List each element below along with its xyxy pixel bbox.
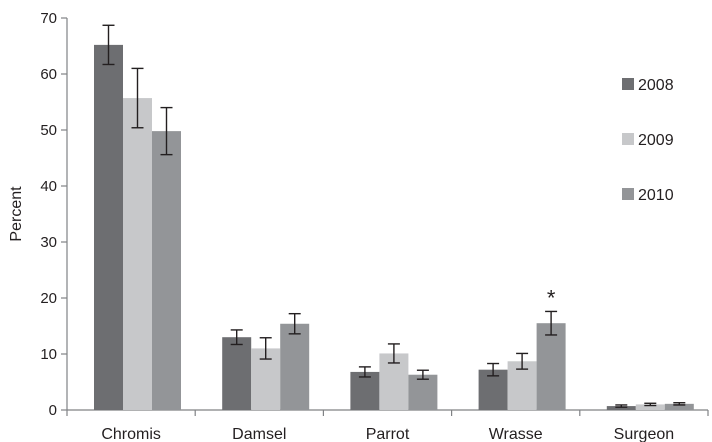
legend-label-2009: 2009 [638, 132, 674, 149]
legend-swatch-2008 [622, 78, 634, 90]
significance-star: * [547, 285, 556, 310]
y-tick-label: 70 [40, 10, 57, 27]
y-tick-label: 30 [40, 234, 57, 251]
y-tick-label: 50 [40, 122, 57, 139]
y-axis: 0 10 20 30 40 50 60 70 [40, 10, 68, 419]
x-axis: Chromis Damsel Parrot Wrasse Surgeon [66, 409, 709, 442]
bar-2010-damsel [280, 323, 310, 410]
x-tick-label: Surgeon [614, 426, 675, 442]
legend-swatch-2009 [622, 133, 634, 145]
y-tick-label: 40 [40, 178, 57, 195]
legend-label-2008: 2008 [638, 77, 674, 94]
x-tick-label: Wrasse [489, 426, 543, 442]
bar-2009-chromis [123, 98, 152, 410]
bar-2009-surgeon [635, 404, 665, 410]
x-tick-label: Damsel [232, 426, 286, 442]
bar-2008-chromis [94, 44, 123, 410]
y-tick-label: 60 [40, 66, 57, 83]
legend: 2008 2009 2010 [622, 77, 674, 204]
bar-2008-damsel [222, 337, 252, 410]
y-axis-title: Percent [8, 186, 25, 242]
bar-2008-parrot [350, 371, 380, 410]
legend-label-2010: 2010 [638, 187, 674, 204]
bars: * [94, 24, 694, 410]
bar-2010-parrot [408, 374, 438, 410]
y-tick-label: 10 [40, 346, 57, 363]
bar-2010-wrasse [536, 323, 566, 410]
bar-2010-surgeon [664, 403, 694, 410]
x-tick-label: Chromis [101, 426, 161, 442]
x-tick-label: Parrot [366, 426, 410, 442]
bar-2010-chromis [152, 131, 181, 410]
legend-swatch-2010 [622, 188, 634, 200]
y-tick-label: 0 [49, 402, 57, 419]
y-tick-label: 20 [40, 290, 57, 307]
bar-2008-surgeon [606, 406, 636, 410]
